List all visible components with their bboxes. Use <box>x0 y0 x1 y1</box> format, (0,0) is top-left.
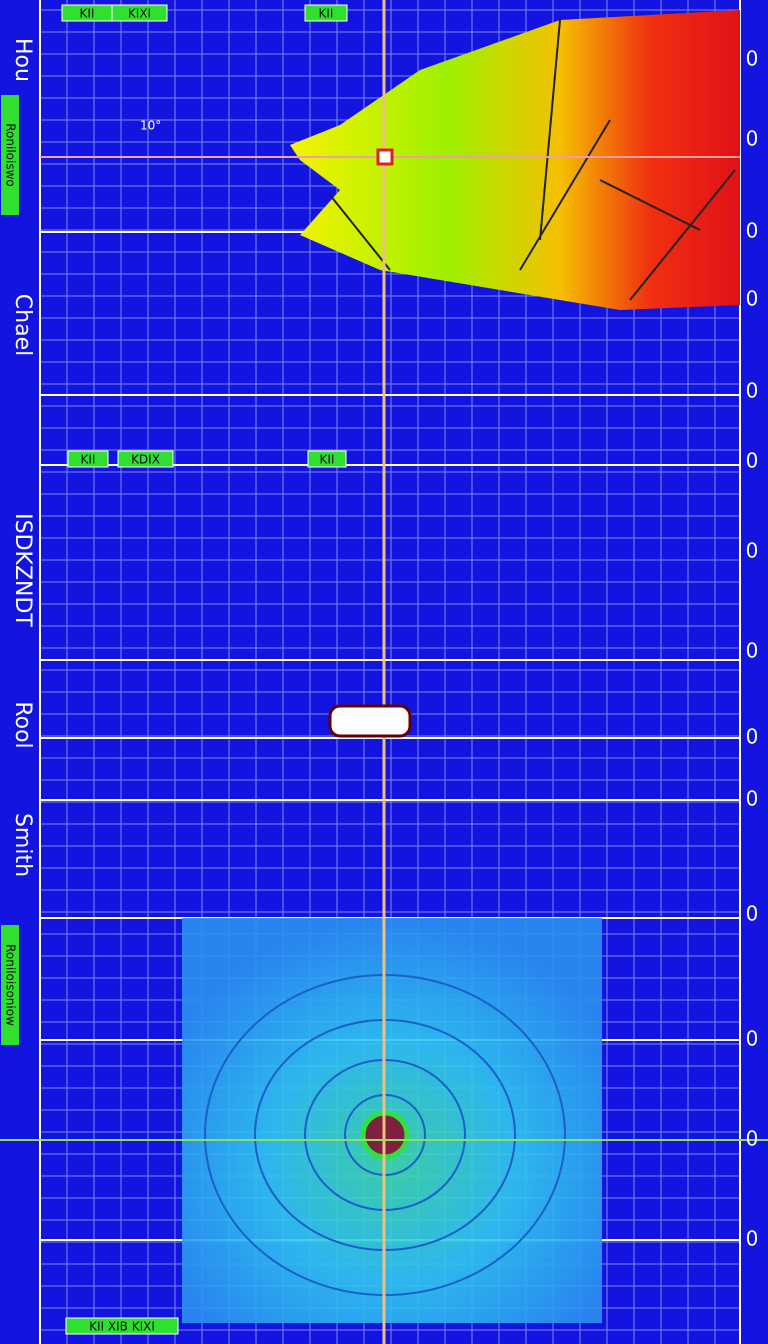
tag-label: KII <box>320 453 335 467</box>
marker <box>376 148 394 166</box>
tag <box>65 1317 179 1335</box>
edge-label: 0 <box>746 127 759 151</box>
edge-label: 0 <box>746 639 759 663</box>
tag <box>111 4 168 22</box>
tag <box>304 4 348 22</box>
heat-region <box>290 10 740 310</box>
side-label: Hou <box>10 38 35 82</box>
edge-label: 0 <box>746 287 759 311</box>
edge-label: 0 <box>746 449 759 473</box>
contour <box>329 19 736 301</box>
tag <box>117 450 174 468</box>
edge-label: 0 <box>746 1127 759 1151</box>
edge-label: 0 <box>746 902 759 926</box>
tag-label: KII XIB KIXI <box>89 1320 155 1334</box>
tag <box>67 450 109 468</box>
side-label: Chael <box>10 294 35 356</box>
side-label: ISDKZNDT <box>10 513 35 627</box>
edge-label: 0 <box>746 47 759 71</box>
marker <box>328 704 412 738</box>
side-tag <box>1 95 19 215</box>
tag-label: KDIX <box>131 453 160 467</box>
side-tag-label: Roniloiswo <box>4 123 18 187</box>
annotation: 10° <box>140 119 161 133</box>
side-tag <box>1 925 19 1045</box>
edge-label: 0 <box>746 725 759 749</box>
edge-label: 0 <box>746 379 759 403</box>
edge-label: 0 <box>746 1227 759 1251</box>
edge-label: 0 <box>746 539 759 563</box>
edge-label: 0 <box>746 219 759 243</box>
tag <box>307 450 347 468</box>
side-tag-label: Roniloisoniow <box>4 944 18 1026</box>
edge-label: 0 <box>746 787 759 811</box>
tag-label: KII <box>81 453 96 467</box>
side-label: Smith <box>10 813 35 877</box>
edge-label: 0 <box>746 1027 759 1051</box>
tag-label: KII <box>319 7 334 21</box>
side-label: Rool <box>10 701 35 748</box>
tag-label: KIXI <box>128 7 151 21</box>
tag-label: KII <box>80 7 95 21</box>
